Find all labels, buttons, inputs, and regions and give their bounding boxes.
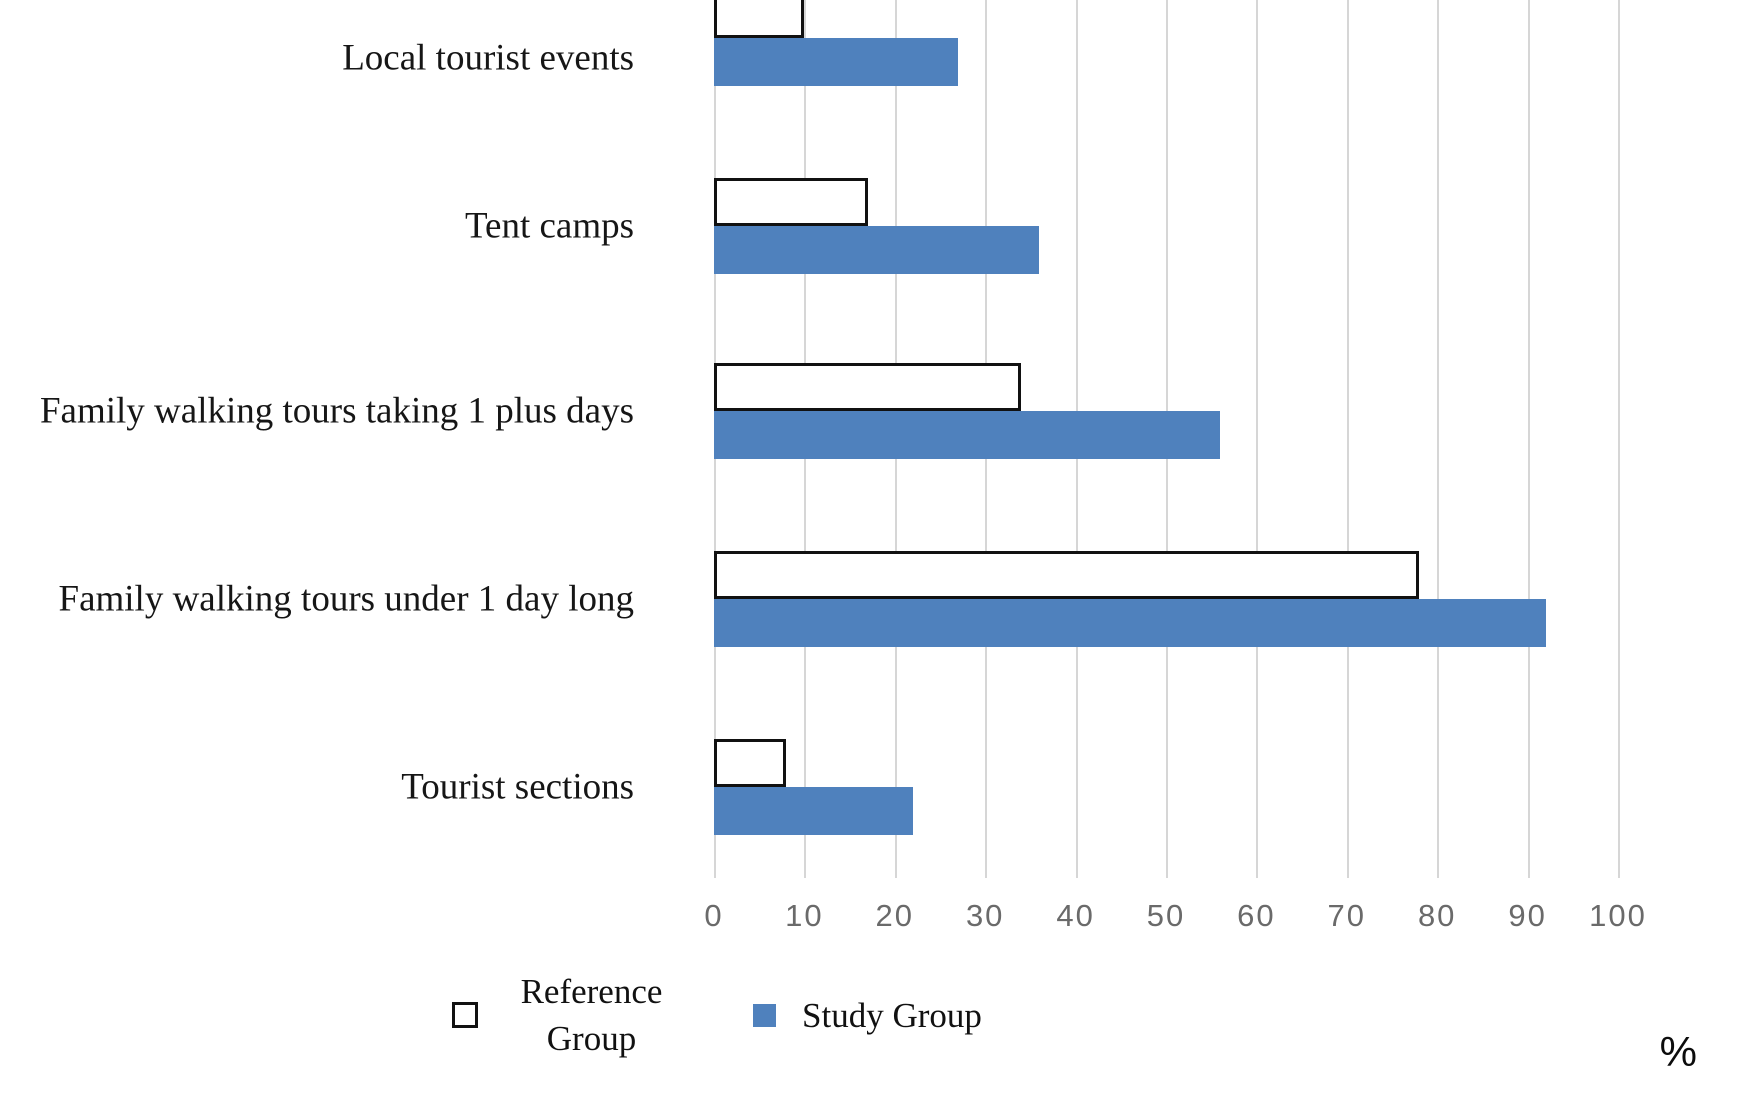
x-tick-label-100: 100 <box>1589 898 1647 933</box>
x-tick-label-80: 80 <box>1417 898 1457 933</box>
x-tick-label-30: 30 <box>965 898 1005 933</box>
x-axis-unit-label: % <box>1659 1028 1697 1075</box>
gridline-x-70 <box>1346 0 1349 878</box>
x-tick-label-70: 70 <box>1327 898 1367 933</box>
legend-label-study-group: Study Group <box>802 995 982 1035</box>
bar-reference-group-local-tourist-events <box>714 0 805 38</box>
legend-swatch-reference-group <box>452 1002 478 1029</box>
legend-item-reference-group: Reference Group <box>452 968 679 1063</box>
x-tick-label-90: 90 <box>1508 898 1547 933</box>
bar-reference-group-tent-camps <box>714 178 868 226</box>
gridline-x-80 <box>1437 0 1440 878</box>
x-tick-label-20: 20 <box>875 898 915 933</box>
x-tick-label-40: 40 <box>1056 898 1095 933</box>
bar-reference-group-family-walking-tours-under-1-day-long <box>714 551 1420 599</box>
bar-reference-group-tourist-sections <box>714 739 787 787</box>
bar-study-group-family-walking-tours-taking-1-plus-days <box>714 411 1221 459</box>
bar-reference-group-family-walking-tours-taking-1-plus-days <box>714 363 1022 411</box>
category-label-local-tourist-events: Local tourist events <box>342 37 634 79</box>
x-tick-label-50: 50 <box>1146 898 1186 933</box>
category-label-family-walking-tours-under-1-day-long: Family walking tours under 1 day long <box>58 578 635 620</box>
legend-label-reference-group: Reference Group <box>520 972 663 1059</box>
legend-item-study-group: Study Group <box>753 992 982 1039</box>
x-tick-label-10: 10 <box>785 898 824 933</box>
gridline-x-100 <box>1618 0 1620 878</box>
bar-study-group-tent-camps <box>714 226 1040 274</box>
gridline-x-60 <box>1256 0 1259 878</box>
category-label-family-walking-tours-taking-1-plus-days: Family walking tours taking 1 plus days <box>39 390 634 432</box>
bar-study-group-local-tourist-events <box>714 38 959 86</box>
x-tick-label-0: 0 <box>704 898 724 933</box>
x-tick-label-60: 60 <box>1237 898 1276 933</box>
category-label-tourist-sections: Tourist sections <box>401 766 634 808</box>
bar-study-group-tourist-sections <box>714 787 913 835</box>
gridline-x-90 <box>1527 0 1530 878</box>
bar-study-group-family-walking-tours-under-1-day-long <box>714 599 1546 647</box>
category-label-tent-camps: Tent camps <box>465 205 634 247</box>
legend: Reference Group Study Group <box>452 968 982 1063</box>
legend-swatch-study-group <box>753 1003 776 1027</box>
